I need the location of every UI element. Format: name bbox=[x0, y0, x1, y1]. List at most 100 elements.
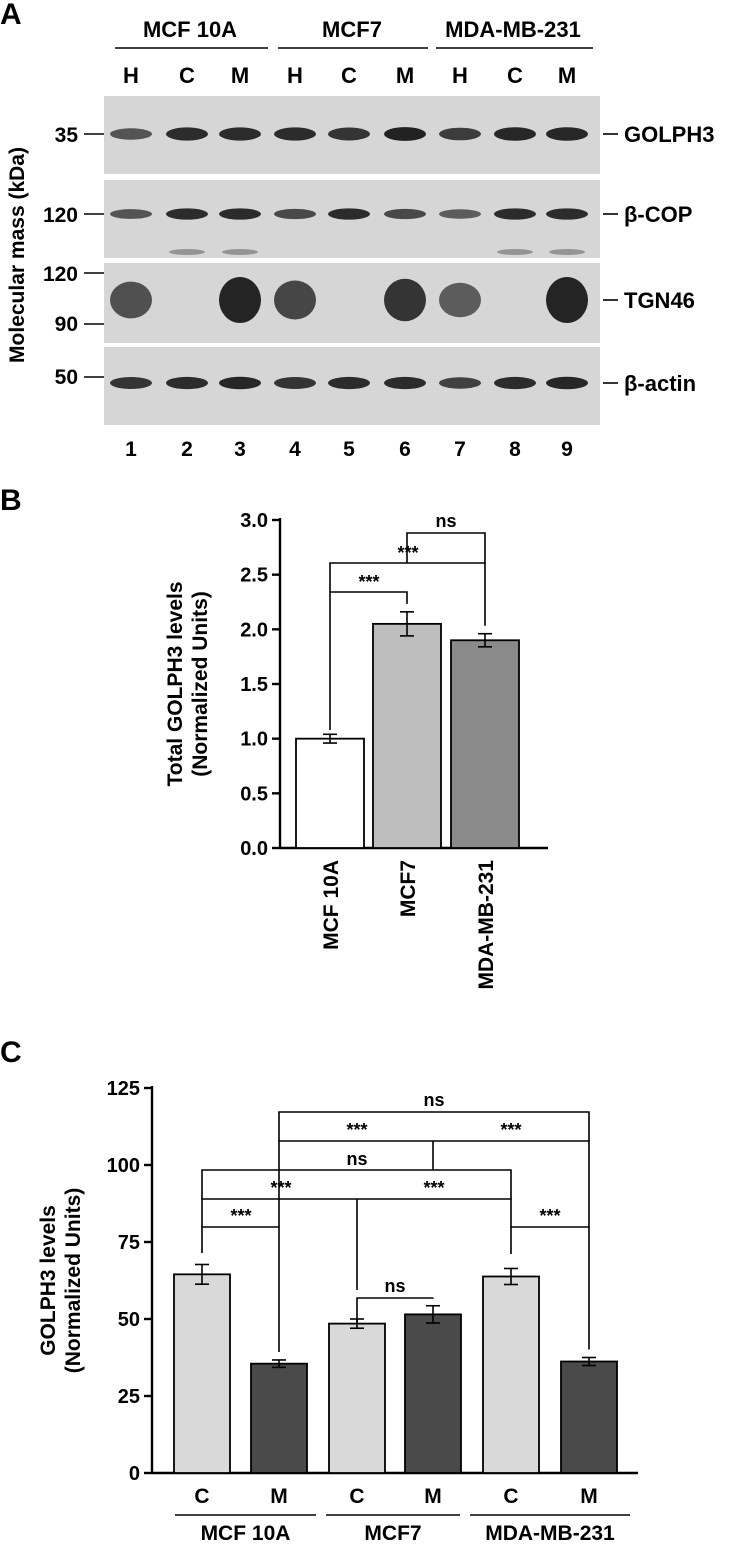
blot-band-bcop bbox=[439, 209, 481, 219]
blot-band-actin bbox=[219, 376, 261, 390]
significance-label: *** bbox=[397, 543, 418, 563]
x-category-label: C bbox=[194, 1485, 209, 1508]
blot-band-golph3 bbox=[494, 127, 536, 141]
blot-band-actin bbox=[546, 376, 588, 390]
bar bbox=[328, 1322, 386, 1474]
y-tick-label: 50 bbox=[118, 1309, 140, 1331]
protein-label-actin: β-actin bbox=[624, 371, 696, 396]
blot-band-actin bbox=[110, 377, 152, 389]
blot-mw-markers: 35 120 120 90 50 bbox=[43, 124, 104, 389]
blot-band-tgn46 bbox=[274, 280, 316, 320]
protein-label-tgn46: TGN46 bbox=[624, 288, 695, 313]
lane-number: 1 bbox=[125, 438, 137, 461]
panel-label-b: B bbox=[0, 484, 22, 517]
y-tick-label: 3.0 bbox=[240, 510, 268, 532]
significance-label: *** bbox=[500, 1120, 521, 1140]
significance-label: *** bbox=[230, 1206, 251, 1226]
blot-lane-numbers: 1 2 3 4 5 6 7 8 9 bbox=[125, 438, 573, 461]
significance-bracket bbox=[201, 1169, 512, 1199]
mw-marker-120b: 120 bbox=[43, 263, 78, 286]
y-axis-label: Total GOLPH3 levels(Normalized Units) bbox=[164, 581, 212, 786]
blot-band-tgn46 bbox=[110, 281, 152, 319]
panel-label-a: A bbox=[0, 0, 22, 31]
x-category-label: C bbox=[503, 1485, 518, 1508]
blot-band-actin bbox=[384, 376, 426, 390]
blot-cell-line-mcf7: MCF7 bbox=[322, 17, 382, 42]
blot-band-bcop-lower bbox=[222, 249, 258, 255]
significance-bracket bbox=[329, 591, 408, 730]
blot-band-bcop bbox=[384, 208, 426, 220]
y-tick-label: 25 bbox=[118, 1386, 140, 1408]
blot-cell-line-mdamb231: MDA-MB-231 bbox=[445, 17, 581, 42]
bar bbox=[560, 1360, 618, 1474]
blot-band-golph3 bbox=[328, 127, 370, 141]
x-group-label: MCF 10A bbox=[201, 1522, 291, 1545]
chart-c: 0 25 50 75 100 125 GOLPH3 levels(Normalized Un… bbox=[37, 1078, 638, 1545]
y-tick-label: 100 bbox=[107, 1155, 140, 1177]
blot-band-bcop bbox=[166, 208, 208, 220]
y-axis-label-line: Total GOLPH3 levels bbox=[164, 581, 187, 786]
significance-label: ns bbox=[435, 511, 456, 531]
lane-number: 9 bbox=[561, 438, 573, 461]
fraction-label: C bbox=[507, 63, 523, 88]
mw-marker-50: 50 bbox=[55, 366, 78, 389]
protein-label-bcop: β-COP bbox=[624, 202, 692, 227]
panel-label-c: C bbox=[0, 1036, 22, 1069]
significance-label: ns bbox=[423, 1090, 444, 1110]
blot-cell-line-headers: MCF 10A MCF7 MDA-MB-231 bbox=[115, 17, 593, 49]
bar bbox=[173, 1273, 231, 1474]
blot-band-bcop-lower bbox=[497, 249, 533, 255]
blot-band-golph3 bbox=[546, 127, 588, 141]
blot-cell-line-mcf10a: MCF 10A bbox=[143, 17, 237, 42]
fraction-label: C bbox=[179, 63, 195, 88]
y-tick-label: 0.5 bbox=[240, 783, 268, 805]
blot-ylabel: Molecular mass (kDa) bbox=[6, 147, 29, 363]
significance-label: *** bbox=[346, 1120, 367, 1140]
y-axis-label-line: (Normalized Units) bbox=[189, 591, 212, 777]
blot-band-bcop bbox=[546, 208, 588, 220]
lane-number: 4 bbox=[289, 438, 301, 461]
y-axis-label-line: (Normalized Units) bbox=[62, 1188, 85, 1374]
blot-band-golph3 bbox=[110, 128, 152, 140]
bar bbox=[295, 737, 365, 849]
significance-label: *** bbox=[423, 1178, 444, 1198]
y-tick-label: 125 bbox=[107, 1078, 140, 1100]
bar bbox=[372, 622, 442, 849]
significance-bracket bbox=[278, 1111, 590, 1141]
y-axis-label: GOLPH3 levels(Normalized Units) bbox=[37, 1188, 85, 1374]
y-axis-label-line: GOLPH3 levels bbox=[37, 1205, 60, 1356]
x-category-label: MCF 10A bbox=[320, 860, 343, 950]
significance-bracket bbox=[201, 1226, 280, 1352]
blot-band-bcop-lower bbox=[549, 249, 585, 255]
lane-number: 3 bbox=[234, 438, 246, 461]
x-category-label: M bbox=[270, 1485, 288, 1508]
significance-label: *** bbox=[270, 1178, 291, 1198]
blot-band-golph3 bbox=[439, 127, 481, 141]
blot-band-actin bbox=[166, 376, 208, 390]
fraction-label: H bbox=[123, 63, 139, 88]
blot-band-tgn46 bbox=[439, 282, 481, 318]
blot-band-bcop bbox=[219, 208, 261, 220]
significance-bracket bbox=[510, 1226, 590, 1350]
lane-number: 8 bbox=[509, 438, 521, 461]
bar bbox=[404, 1313, 462, 1474]
fraction-label: M bbox=[558, 63, 576, 88]
significance-label: *** bbox=[358, 572, 379, 592]
blot-strips bbox=[104, 96, 600, 425]
blot-band-bcop-lower bbox=[169, 249, 205, 255]
mw-marker-35: 35 bbox=[55, 124, 79, 147]
y-tick-label: 2.5 bbox=[240, 565, 268, 587]
y-tick-label: 75 bbox=[118, 1232, 140, 1254]
significance-bracket bbox=[278, 1140, 590, 1227]
bar bbox=[482, 1275, 540, 1474]
significance-label: *** bbox=[539, 1206, 560, 1226]
lane-number: 5 bbox=[343, 438, 355, 461]
fraction-label: M bbox=[396, 63, 414, 88]
blot-band-actin bbox=[439, 377, 481, 389]
y-tick-label: 0 bbox=[129, 1463, 140, 1485]
x-group-label: MCF7 bbox=[364, 1522, 421, 1545]
blot-band-actin bbox=[274, 377, 316, 389]
chart-b: 0.0 0.5 1.0 1.5 2.0 2.5 3.0 Total GOLPH3 levels… bbox=[164, 510, 548, 990]
blot-band-actin bbox=[328, 376, 370, 390]
